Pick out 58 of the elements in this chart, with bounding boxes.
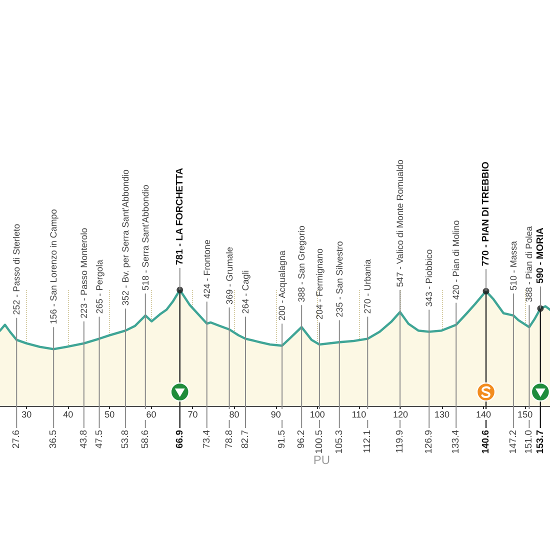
annotation: 264 - Cagli	[240, 270, 251, 314]
annotation: 388 - Pian di Polea	[524, 226, 534, 302]
annotation: 510 - Massa	[508, 240, 518, 291]
annotation: 265 - Pergola	[94, 260, 104, 314]
x-tick-label: 110	[352, 410, 366, 420]
x-tick-label: 60	[146, 410, 156, 420]
annotation: 424 - Frontone	[202, 240, 212, 299]
annotation: 781 - LA FORCHETTA	[174, 168, 186, 265]
x2-tick-label: 119.9	[394, 430, 406, 454]
x2-tick-label: 153.7	[534, 430, 546, 454]
x-tick-label: 40	[63, 410, 74, 420]
x-tick-label: 30	[22, 410, 32, 420]
x2-tick-label: 147.2	[508, 430, 519, 454]
x2-tick-label: 105.3	[334, 430, 345, 454]
annotation: 343 - Piobbico	[424, 249, 434, 307]
annotation: 388 - San Gregorio	[296, 226, 307, 302]
x2-tick-label: 36.5	[48, 430, 60, 448]
x2-tick-label: 82.7	[240, 430, 252, 448]
annotation: 352 - Bv. per Serra Sant'Abbondio	[120, 169, 130, 306]
x2-tick-label: 112.1	[362, 430, 374, 454]
x2-tick-label: 140.6	[480, 430, 492, 454]
annotation: 156 - San Lorenzo in Campo	[48, 209, 59, 324]
annotation: 252 - Passo di Sterleto	[12, 224, 22, 315]
x2-tick-label: 100.5	[314, 430, 325, 454]
x2-tick-label: 126.9	[424, 430, 435, 454]
annotation: 547 - Valico di Monte Romualdo	[395, 160, 406, 288]
x2-tick-label: 43.8	[78, 430, 90, 448]
annotation: 590 - MORIA	[534, 227, 546, 284]
annotation: 770 - PIAN DI TREBBIO	[480, 162, 492, 266]
x2-tick-label: 73.4	[201, 430, 212, 448]
x2-tick-label: 66.9	[174, 430, 186, 448]
x2-tick-label: 27.6	[11, 430, 22, 448]
annotation: 270 - Urbania	[362, 259, 373, 314]
x2-tick-label: 91.5	[276, 430, 288, 448]
annotation: 223 - Passo Monterolo	[78, 228, 89, 318]
x2-tick-label: 96.2	[296, 430, 308, 448]
x-tick-label: 150	[518, 410, 533, 420]
x-tick-label: 120	[392, 410, 408, 420]
x-tick-label: 80	[229, 410, 240, 420]
x2-tick-label: 133.4	[450, 430, 462, 454]
text: PU	[313, 453, 330, 467]
x2-tick-label: 58.6	[140, 430, 151, 448]
annotation: 200 - Acqualagna	[277, 250, 288, 321]
x-tick-label: 70	[188, 410, 198, 420]
annotation: 369 - Grumale	[224, 246, 234, 304]
x-tick-label: 100	[310, 410, 325, 420]
x-tick-label: 140	[476, 410, 492, 420]
x2-tick-label: 78.8	[224, 430, 235, 448]
x-tick-label: 90	[270, 410, 281, 420]
annotation: 420 - Pian di Molino	[451, 220, 462, 300]
annotation: 204 - Fermignano	[314, 248, 324, 320]
x2-tick-label: 151.0	[524, 430, 535, 454]
x2-tick-label: 47.5	[94, 430, 105, 448]
annotation: 235 - San Silvestro	[334, 241, 344, 318]
annotation: 518 - Serra Sant'Abbondio	[140, 184, 150, 291]
x2-tick-label: 53.8	[120, 430, 131, 448]
x-tick-label: 130	[434, 410, 450, 420]
x-tick-label: 50	[104, 410, 115, 420]
